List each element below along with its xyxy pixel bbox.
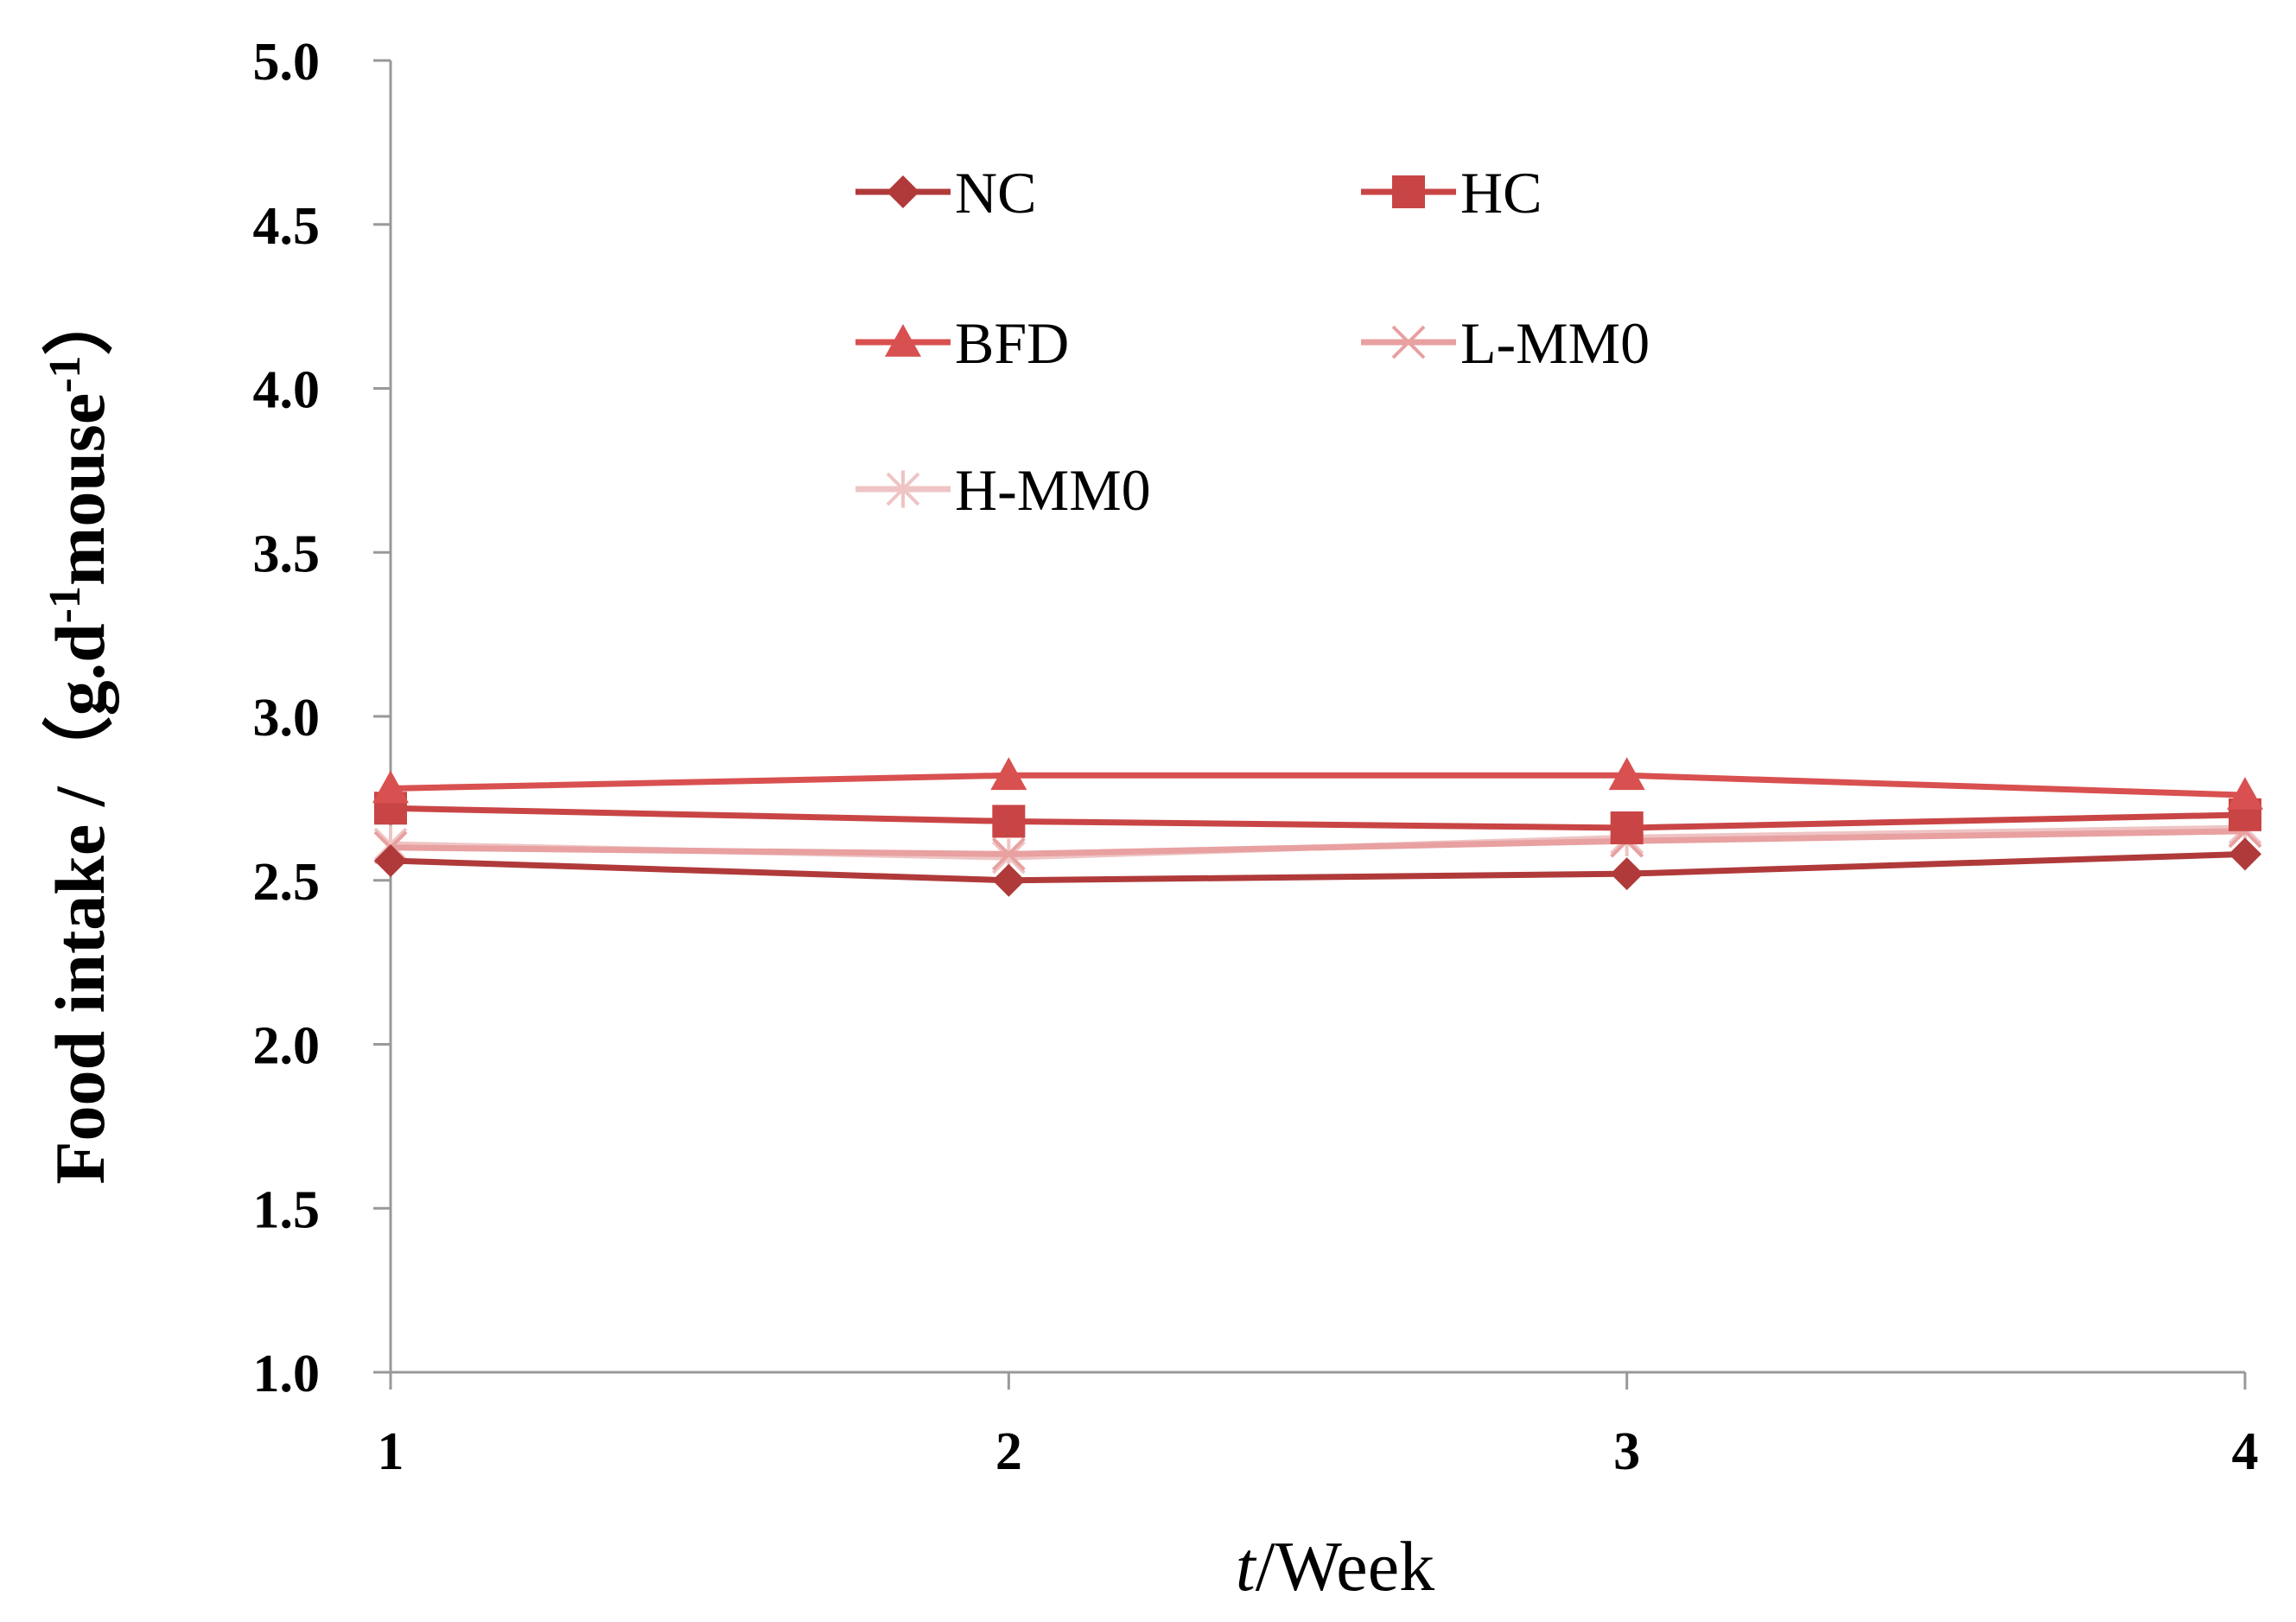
x-stroke [991, 836, 1026, 871]
x-axis-title-rest: /Week [1256, 1527, 1434, 1606]
series-layer [372, 757, 2263, 897]
legend: NC HC BFD L-MM0 H-MM0 [855, 160, 1650, 523]
data-point [990, 757, 1027, 791]
data-point [1610, 857, 1644, 891]
y-axis-title-sup2: -1 [41, 355, 90, 392]
series-line [390, 850, 2246, 884]
legend-marker [1391, 325, 1426, 359]
y-tick-label: 3.0 [253, 689, 321, 747]
legend-label: NC [955, 160, 1036, 226]
x-stroke [1391, 325, 1426, 359]
diamond-shape [887, 175, 919, 208]
y-tick-label: 3.5 [253, 525, 321, 583]
y-tick-label: 2.0 [253, 1017, 321, 1076]
y-axis-title-main: Food intake /（g.d [41, 623, 119, 1184]
y-tick-label: 2.5 [253, 853, 321, 912]
legend-marker [887, 175, 919, 208]
triangle-shape [885, 324, 921, 357]
x-tick-labels: 1 2 3 4 [378, 1422, 2259, 1481]
diamond-shape [992, 863, 1026, 897]
data-point [2227, 777, 2263, 810]
series-nc [374, 837, 2261, 897]
y-axis-title-sup1: -1 [41, 586, 90, 623]
diamond-shape [374, 843, 407, 877]
legend-label: BFD [955, 310, 1069, 376]
data-point [372, 770, 409, 804]
legend-label: H-MM0 [955, 457, 1151, 523]
data-point [992, 863, 1026, 897]
legend-item-l-mm0: L-MM0 [1361, 310, 1650, 376]
square-shape [1392, 175, 1425, 208]
x-tick-label: 2 [995, 1422, 1022, 1481]
y-tick-label: 1.5 [253, 1180, 321, 1239]
series-line [390, 828, 2246, 857]
x-tick-label: 3 [1613, 1422, 1640, 1481]
series-line [390, 805, 2246, 831]
x-tick-label: 1 [378, 1422, 404, 1481]
data-point [992, 805, 1026, 838]
legend-label: L-MM0 [1460, 310, 1650, 376]
legend-marker [1392, 175, 1425, 208]
data-point [1610, 811, 1644, 845]
series-line [390, 772, 2246, 798]
y-axis-title-mid: mouse [41, 393, 119, 586]
diamond-shape [1610, 857, 1644, 891]
legend-item-nc: NC [855, 160, 1036, 226]
y-tick-label: 4.0 [253, 361, 321, 420]
axes [373, 59, 2247, 1390]
x-axis-title-italic: t [1236, 1527, 1257, 1606]
legend-marker [886, 470, 920, 508]
triangle-shape [1608, 757, 1645, 791]
y-axis-title-end: ） [41, 284, 119, 355]
y-tick-label: 4.5 [253, 197, 321, 256]
y-tick-label: 5.0 [253, 33, 321, 92]
y-tick-labels: 1.0 1.5 2.0 2.5 3.0 3.5 4.0 4.5 5.0 [253, 33, 321, 1403]
legend-item-h-mm0: H-MM0 [855, 457, 1151, 523]
diamond-shape [2229, 837, 2261, 871]
data-point [2229, 837, 2261, 871]
legend-marker [885, 324, 921, 357]
legend-label: HC [1460, 160, 1542, 226]
triangle-shape [2227, 777, 2263, 810]
triangle-shape [990, 757, 1027, 791]
square-shape [1610, 811, 1644, 845]
square-shape [992, 805, 1026, 838]
x-tick-label: 4 [2232, 1422, 2259, 1481]
data-point [374, 843, 407, 877]
data-point [991, 836, 1026, 871]
legend-item-bfd: BFD [855, 310, 1069, 376]
data-point [1608, 757, 1645, 791]
series-bfd [372, 757, 2263, 810]
triangle-shape [372, 770, 409, 804]
y-tick-label: 1.0 [253, 1345, 321, 1403]
y-axis-title: Food intake /（g.d-1mouse-1） [41, 284, 120, 1184]
legend-item-hc: HC [1361, 160, 1542, 226]
x-axis-title: t/Week [1236, 1527, 1434, 1606]
